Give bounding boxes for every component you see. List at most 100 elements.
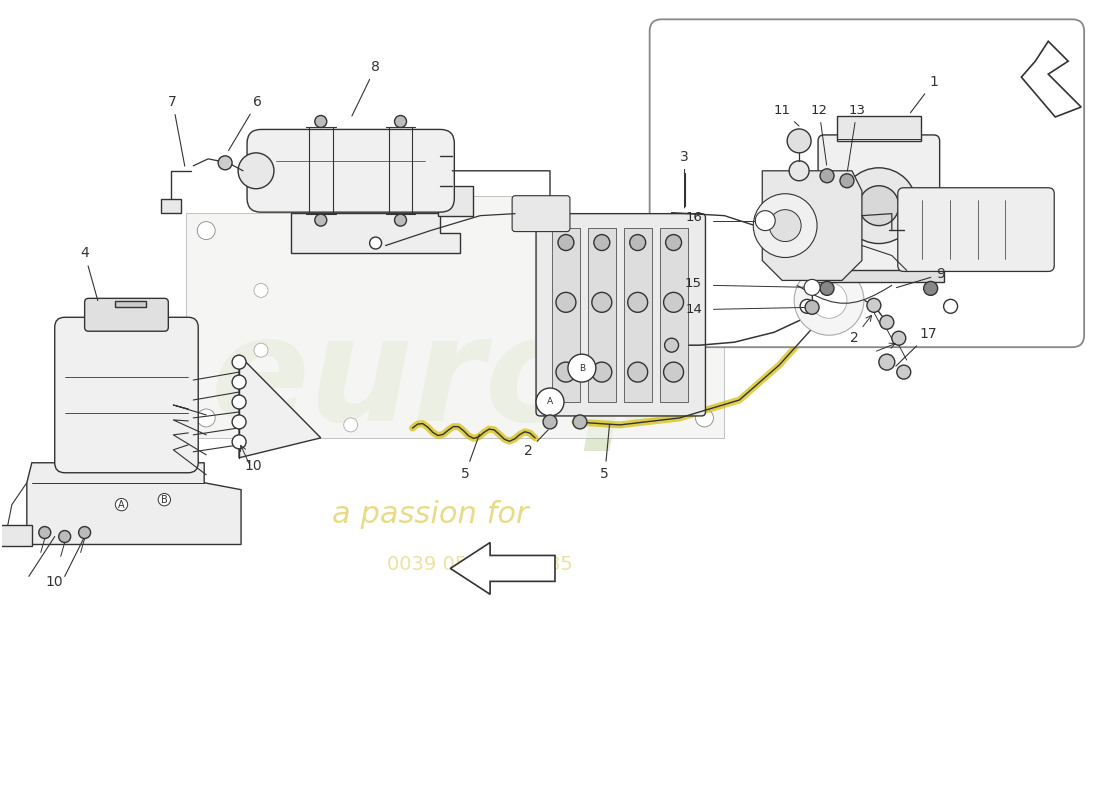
Circle shape xyxy=(78,526,90,538)
Circle shape xyxy=(756,210,775,230)
Text: 12: 12 xyxy=(811,104,827,165)
Text: 11: 11 xyxy=(773,104,799,126)
Circle shape xyxy=(232,375,246,389)
Circle shape xyxy=(536,388,564,416)
FancyBboxPatch shape xyxy=(818,135,939,282)
FancyBboxPatch shape xyxy=(513,196,570,231)
Circle shape xyxy=(944,299,958,314)
Circle shape xyxy=(769,210,801,242)
Circle shape xyxy=(896,365,911,379)
Text: 10: 10 xyxy=(46,575,64,590)
Bar xyxy=(837,116,921,141)
Text: 6: 6 xyxy=(229,95,262,150)
Circle shape xyxy=(842,168,916,243)
Text: 7: 7 xyxy=(168,95,185,166)
Circle shape xyxy=(663,292,683,312)
Polygon shape xyxy=(186,196,725,438)
Bar xyxy=(0,525,32,546)
Circle shape xyxy=(859,186,899,226)
Circle shape xyxy=(789,161,810,181)
Circle shape xyxy=(218,156,232,170)
Text: 2: 2 xyxy=(849,315,871,346)
Text: 5: 5 xyxy=(461,434,480,481)
FancyBboxPatch shape xyxy=(536,214,705,416)
Circle shape xyxy=(663,362,683,382)
Circle shape xyxy=(800,299,814,314)
Circle shape xyxy=(695,409,714,427)
Polygon shape xyxy=(450,542,556,594)
Circle shape xyxy=(892,331,905,345)
Circle shape xyxy=(666,234,682,250)
Polygon shape xyxy=(784,278,974,315)
Circle shape xyxy=(343,418,358,432)
Circle shape xyxy=(879,354,894,370)
Circle shape xyxy=(543,415,557,429)
Polygon shape xyxy=(162,198,182,213)
Circle shape xyxy=(804,279,821,295)
Circle shape xyxy=(558,234,574,250)
Circle shape xyxy=(238,153,274,189)
Polygon shape xyxy=(762,170,862,281)
Circle shape xyxy=(628,292,648,312)
Text: 1: 1 xyxy=(911,75,938,113)
Circle shape xyxy=(39,526,51,538)
Text: B: B xyxy=(161,494,167,505)
Circle shape xyxy=(315,115,327,127)
Circle shape xyxy=(754,194,817,258)
Text: 9: 9 xyxy=(896,267,945,287)
Circle shape xyxy=(592,362,612,382)
Text: europ: europ xyxy=(779,108,999,174)
Circle shape xyxy=(926,234,940,247)
Circle shape xyxy=(592,292,612,312)
Text: 16: 16 xyxy=(685,210,702,224)
Text: A: A xyxy=(118,500,124,510)
Text: 385985: 385985 xyxy=(877,241,961,261)
Circle shape xyxy=(395,115,407,127)
Text: a passion for: a passion for xyxy=(332,500,529,529)
Circle shape xyxy=(924,282,937,295)
Circle shape xyxy=(821,169,834,182)
Circle shape xyxy=(629,234,646,250)
FancyBboxPatch shape xyxy=(248,130,454,212)
Text: europ: europ xyxy=(211,310,690,450)
Circle shape xyxy=(556,292,576,312)
Bar xyxy=(814,270,944,282)
Circle shape xyxy=(594,234,609,250)
Circle shape xyxy=(232,355,246,369)
Circle shape xyxy=(254,343,268,357)
Text: 5: 5 xyxy=(601,425,609,481)
Text: 3: 3 xyxy=(680,150,689,208)
Circle shape xyxy=(197,222,216,239)
FancyBboxPatch shape xyxy=(85,298,168,331)
Bar xyxy=(587,228,616,402)
Circle shape xyxy=(794,266,864,335)
Circle shape xyxy=(197,409,216,427)
Circle shape xyxy=(695,222,714,239)
Circle shape xyxy=(628,362,648,382)
Circle shape xyxy=(805,300,820,314)
Circle shape xyxy=(232,415,246,429)
Bar xyxy=(624,228,651,402)
Circle shape xyxy=(58,530,70,542)
Circle shape xyxy=(880,315,894,330)
Circle shape xyxy=(664,338,679,352)
Text: 8: 8 xyxy=(352,60,379,116)
Circle shape xyxy=(232,395,246,409)
Polygon shape xyxy=(26,462,241,545)
Circle shape xyxy=(568,354,596,382)
Circle shape xyxy=(573,415,587,429)
Text: 15: 15 xyxy=(685,278,702,290)
Circle shape xyxy=(867,298,881,312)
Bar xyxy=(114,302,146,307)
Polygon shape xyxy=(1022,42,1081,117)
FancyBboxPatch shape xyxy=(55,318,198,473)
Circle shape xyxy=(370,237,382,249)
Circle shape xyxy=(254,283,268,298)
Circle shape xyxy=(232,435,246,449)
Bar xyxy=(439,186,473,216)
Text: 0039 0522 385985: 0039 0522 385985 xyxy=(387,555,573,574)
Bar xyxy=(660,228,688,402)
Text: B: B xyxy=(579,364,585,373)
FancyBboxPatch shape xyxy=(898,188,1054,271)
Polygon shape xyxy=(290,213,460,253)
